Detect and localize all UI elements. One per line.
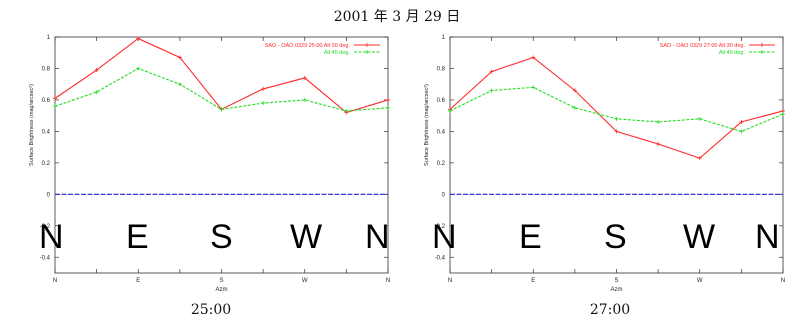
series-2-point — [739, 129, 744, 134]
figure-title: 2001 年 3 月 29 日 — [333, 9, 461, 25]
series-1-point — [94, 68, 99, 73]
series-1-point — [697, 156, 702, 161]
y-tick-label: 0 — [442, 192, 446, 198]
legend-label-2: Alt 45 deg. — [719, 50, 746, 56]
x-tick-label: N — [53, 278, 57, 284]
series-1-point — [531, 55, 536, 60]
y-tick-label: -0.2 — [435, 224, 446, 230]
series-1-point — [386, 97, 390, 102]
y-tick-label: 0.8 — [437, 66, 446, 72]
chart-caption-25: 25:00 — [190, 302, 232, 318]
series-1-point — [739, 119, 744, 124]
overlay-letter-n3: N — [432, 218, 457, 256]
series-2-point — [219, 107, 224, 112]
series-2-point — [136, 66, 141, 71]
overlay-letter-e2: E — [519, 218, 542, 256]
x-tick-label: W — [302, 278, 308, 284]
x-tick-label: S — [614, 278, 618, 284]
series-2-point — [531, 85, 536, 90]
series-2-point — [489, 88, 494, 93]
series-line-1 — [449, 56, 784, 159]
series-2-point — [261, 101, 266, 106]
overlay-letter-s1: S — [210, 218, 233, 256]
y-tick-label: 1 — [442, 35, 446, 41]
overlay-letter-n2: N — [365, 218, 390, 256]
y-tick-label: 0.2 — [42, 161, 51, 167]
series-1-point — [572, 88, 577, 93]
legend-marker-2 — [760, 50, 764, 54]
series-2-point — [572, 105, 577, 110]
legend-label-2: Alt 45 deg. — [324, 50, 351, 56]
legend-label-1: SAO - OAO 0329 27:00 Alt 30 deg. — [660, 43, 746, 49]
y-tick-label: -0.4 — [40, 255, 51, 261]
y-tick-label: -0.2 — [40, 224, 51, 230]
legend-marker-1 — [365, 43, 369, 47]
series-1-point — [261, 86, 266, 91]
series-1-point — [614, 129, 619, 134]
legend-marker-2 — [365, 50, 369, 54]
chart-caption-27: 27:00 — [589, 302, 631, 318]
overlay-letter-n1: N — [39, 218, 64, 256]
y-tick-label: 0.6 — [42, 98, 51, 104]
legend-label-1: SAO - OAO 0329 25:00 Alt 30 deg. — [265, 43, 351, 49]
series-2-point — [94, 90, 99, 95]
series-2-point — [697, 116, 702, 121]
series-2-point — [386, 105, 390, 110]
series-line-2 — [449, 86, 784, 132]
y-axis-label: Surface Brightness (mag/arcsec²) — [424, 84, 430, 166]
series-2-point — [781, 112, 785, 117]
x-tick-label: N — [781, 278, 785, 284]
y-axis-label: Surface Brightness (mag/arcsec²) — [29, 84, 35, 166]
series-2-point — [53, 104, 57, 109]
series-1-point — [489, 69, 494, 74]
x-tick-label: S — [219, 278, 223, 284]
series-1-point — [656, 141, 661, 146]
overlay-letter-w1: W — [290, 218, 323, 256]
overlay-letter-w2: W — [683, 218, 716, 256]
y-tick-label: 1 — [47, 35, 51, 41]
overlay-letter-n4: N — [755, 218, 780, 256]
y-tick-label: -0.4 — [435, 255, 446, 261]
series-1-point — [53, 96, 57, 101]
x-tick-label: E — [136, 278, 140, 284]
series-2-point — [344, 108, 349, 113]
x-tick-label: E — [531, 278, 535, 284]
overlay-letter-e1: E — [126, 218, 149, 256]
y-tick-label: 0.6 — [437, 98, 446, 104]
series-1-point — [177, 55, 182, 60]
series-2-point — [177, 82, 182, 87]
series-2-point — [302, 97, 307, 102]
series-2-point — [656, 119, 661, 124]
x-tick-label: N — [386, 278, 390, 284]
y-tick-label: 0.4 — [42, 129, 51, 135]
overlay-letter-s2: S — [604, 218, 627, 256]
y-tick-label: 0.4 — [437, 129, 446, 135]
y-tick-label: 0 — [47, 192, 51, 198]
x-tick-label: N — [448, 278, 452, 284]
x-axis-label: Azm — [611, 287, 623, 293]
series-line-2 — [54, 67, 389, 112]
series-1-point — [136, 36, 141, 41]
series-2-point — [448, 108, 452, 113]
x-axis-label: Azm — [216, 287, 228, 293]
x-tick-label: W — [697, 278, 703, 284]
y-tick-label: 0.8 — [42, 66, 51, 72]
series-1-point — [302, 75, 307, 80]
y-tick-label: 0.2 — [437, 161, 446, 167]
legend-marker-1 — [760, 43, 764, 47]
series-2-point — [614, 116, 619, 121]
